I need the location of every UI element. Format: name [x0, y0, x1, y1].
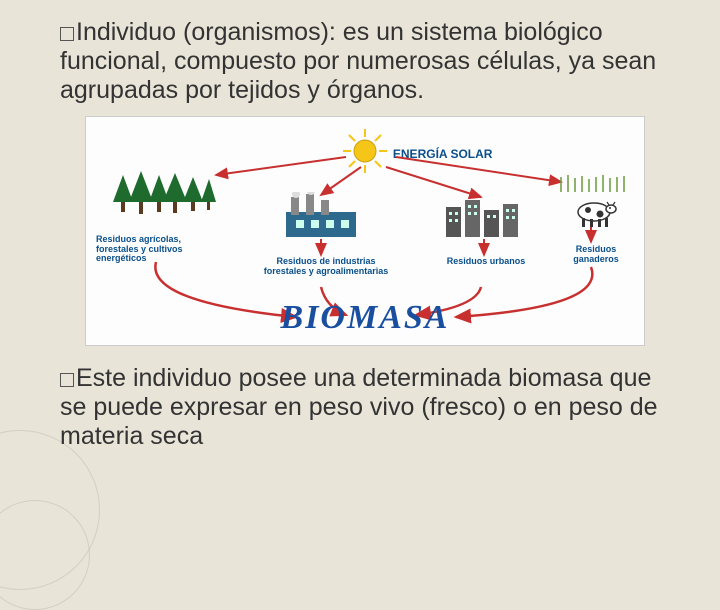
caption-agricolas: Residuos agrícolas, forestales y cultivo…: [96, 235, 226, 263]
square-bullet-icon: [60, 373, 74, 387]
para1-lead: Individuo: [76, 18, 176, 46]
caption-industrias: Residuos de industrias forestales y agro…: [261, 257, 391, 276]
energia-solar-label: ENERGÍA SOLAR: [393, 147, 493, 161]
industry-icon-group: [276, 192, 371, 245]
forest-icon-group: [111, 167, 216, 227]
city-icon-group: [441, 192, 531, 245]
square-bullet-icon: [60, 27, 74, 41]
caption-urbanos: Residuos urbanos: [436, 257, 536, 266]
biomasa-diagram: ENERGÍA SOLAR: [85, 116, 645, 346]
sun-icon: [341, 127, 389, 175]
paragraph-2: Este individuo posee una determinada bio…: [60, 364, 670, 450]
biomasa-title: BIOMASA: [281, 299, 450, 337]
para2-lead: Este: [76, 364, 126, 392]
paragraph-1: Individuo (organismos): es un sistema bi…: [60, 18, 670, 104]
caption-ganaderos: Residuos ganaderos: [556, 245, 636, 264]
para2-rest: individuo posee una determinada biomasa …: [60, 364, 658, 450]
farm-icon-group: [556, 172, 631, 232]
slide-content: Individuo (organismos): es un sistema bi…: [0, 0, 720, 473]
